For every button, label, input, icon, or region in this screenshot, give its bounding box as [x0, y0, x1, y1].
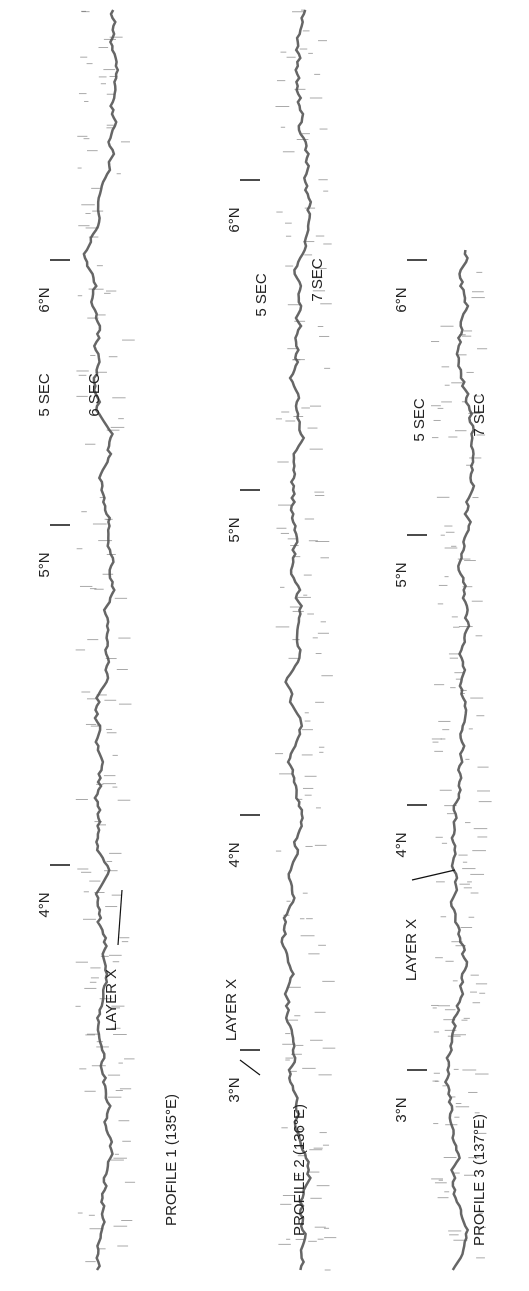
layer-arrow: [240, 1060, 260, 1075]
profile-title: PROFILE 3 (137°E): [471, 1114, 488, 1246]
seismic-trace: [445, 250, 474, 1270]
latitude-label: 3°N: [393, 1097, 410, 1122]
time-label: 7 SEC: [471, 393, 488, 437]
figure: 4°N 5°N 6°N 5 SEC 6 SEC LAYER X PROFILE 1 (135…: [0, 0, 529, 1291]
time-label: 6 SEC: [86, 373, 103, 417]
latitude-label: 6°N: [393, 287, 410, 312]
layer-arrow: [118, 890, 122, 945]
latitude-label: 5°N: [226, 517, 243, 542]
latitude-label: 6°N: [226, 207, 243, 232]
time-label: 5 SEC: [253, 273, 270, 317]
time-label: 5 SEC: [36, 373, 53, 417]
time-label: 5 SEC: [411, 398, 428, 442]
page: 4°N 5°N 6°N 5 SEC 6 SEC LAYER X PROFILE 1 (135…: [0, 0, 529, 1291]
layer-annotation: LAYER X: [223, 979, 240, 1041]
latitude-label: 4°N: [393, 832, 410, 857]
latitude-label: 4°N: [36, 892, 53, 917]
layer-arrow: [412, 870, 455, 880]
latitude-label: 5°N: [393, 562, 410, 587]
layer-annotation: LAYER X: [103, 969, 120, 1031]
latitude-label: 4°N: [226, 842, 243, 867]
time-label: 7 SEC: [309, 258, 326, 302]
profile-title: PROFILE 1 (135°E): [163, 1094, 180, 1226]
latitude-label: 6°N: [36, 287, 53, 312]
layer-annotation: LAYER X: [403, 919, 420, 981]
profile-title: PROFILE 2 (136°E): [291, 1104, 308, 1236]
latitude-label: 3°N: [226, 1077, 243, 1102]
latitude-label: 5°N: [36, 552, 53, 577]
